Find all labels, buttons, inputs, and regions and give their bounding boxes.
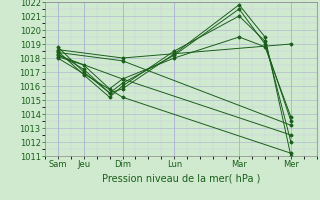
X-axis label: Pression niveau de la mer( hPa ): Pression niveau de la mer( hPa )	[102, 173, 260, 183]
